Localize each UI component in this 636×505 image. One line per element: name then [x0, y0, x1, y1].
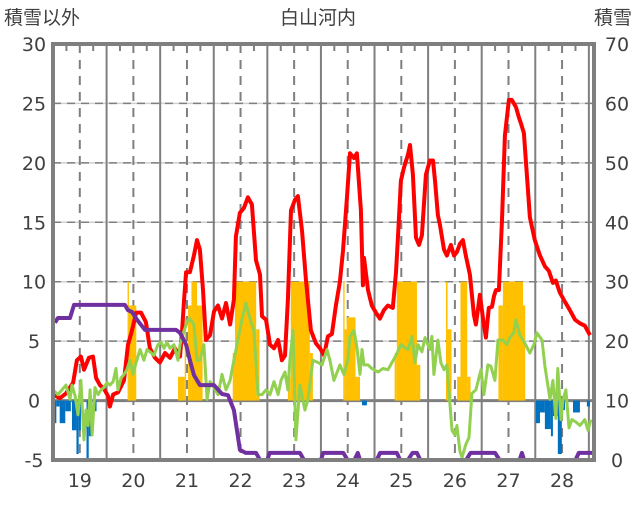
right-tick-label: 40: [605, 212, 629, 234]
plot-frame: [51, 42, 596, 462]
lines: [51, 97, 594, 462]
x-tick-label: 21: [175, 470, 199, 492]
x-tick-label: 24: [336, 470, 360, 492]
left-tick-label: 30: [22, 34, 46, 56]
blue-bar: [86, 400, 89, 460]
right-tick-label: 70: [605, 34, 629, 56]
x-tick-label: 26: [443, 470, 467, 492]
blue-bar: [94, 400, 97, 412]
blue-bar: [539, 400, 545, 413]
blue-bar: [59, 400, 66, 424]
blue-bar: [65, 400, 71, 412]
blue-bar: [362, 400, 367, 406]
left-tick-label: 20: [22, 153, 46, 175]
orange-bar: [457, 376, 461, 401]
blue-bar: [557, 400, 562, 455]
left-tick-label: 5: [28, 331, 40, 353]
right-tick-label: 60: [605, 93, 629, 115]
x-tick-label: 27: [496, 470, 520, 492]
orange-bar: [128, 305, 137, 401]
orange-bar: [467, 376, 471, 401]
orange-bar: [447, 329, 452, 401]
orange-bar: [234, 281, 257, 401]
left-tick-label: 10: [22, 272, 46, 294]
orange-bar: [416, 364, 421, 401]
red-line: [52, 97, 592, 409]
orange-bar: [355, 376, 361, 401]
orange-bar: [502, 281, 523, 401]
orange-bar: [498, 305, 503, 401]
right-tick-label: 30: [605, 272, 629, 294]
purple-line: [53, 302, 594, 462]
orange-bar: [256, 329, 260, 401]
right-axis-label: 積雪: [594, 7, 632, 29]
blue-bar: [78, 400, 81, 431]
left-tick-label: 15: [22, 212, 46, 234]
right-tick-label: 10: [605, 391, 629, 413]
orange-bar: [346, 317, 356, 401]
orange-bar: [445, 281, 448, 401]
x-tick-label: 25: [389, 470, 413, 492]
left-tick-label: 25: [22, 93, 46, 115]
orange-bar: [522, 305, 526, 401]
left-tick-label: 0: [28, 391, 40, 413]
blue-bar: [535, 400, 540, 424]
blue-bar: [71, 400, 77, 431]
blue-bar: [544, 400, 551, 430]
x-tick-label: 23: [282, 470, 306, 492]
blue-bar: [573, 400, 580, 413]
orange-bar: [197, 305, 203, 401]
right-tick-label: 20: [605, 331, 629, 353]
x-tick-label: 20: [121, 470, 145, 492]
orange-bar: [394, 353, 397, 401]
blue-bar: [586, 400, 590, 407]
x-tick-label: 28: [550, 470, 574, 492]
orange-bar: [460, 281, 468, 401]
right-tick-label: 0: [611, 450, 623, 472]
orange-bar: [343, 281, 345, 401]
left-tick-label: -5: [25, 450, 44, 472]
right-tick-label: 50: [605, 153, 629, 175]
green-line: [51, 301, 593, 460]
orange-bar: [232, 353, 235, 401]
orange-bar: [184, 317, 187, 401]
left-axis-label: 積雪以外: [4, 7, 80, 29]
chart-title: 白山河内: [280, 7, 356, 29]
blue-bar: [550, 400, 553, 437]
blue-bar: [56, 400, 60, 407]
orange-bar: [178, 376, 185, 401]
orange-bar: [396, 281, 417, 401]
x-tick-label: 19: [68, 470, 92, 492]
blue-bar: [76, 400, 79, 455]
x-tick-label: 22: [228, 470, 252, 492]
